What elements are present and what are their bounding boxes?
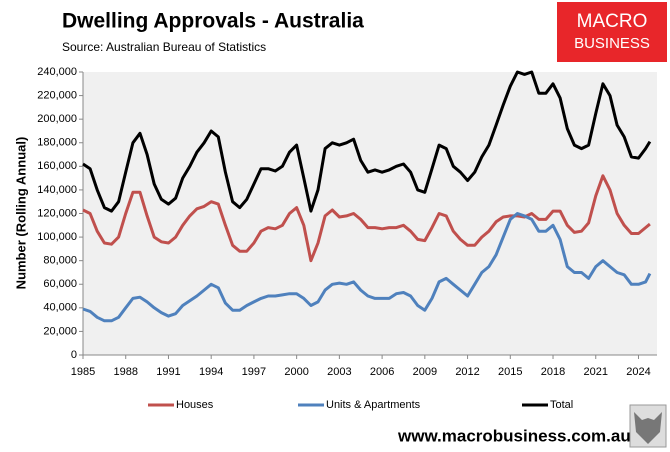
y-tick-label: 140,000: [37, 184, 77, 196]
x-tick-label: 2024: [626, 366, 650, 378]
y-tick-label: 100,000: [37, 231, 77, 243]
wolf-icon: [629, 404, 667, 448]
footer: www.macrobusiness.com.au: [397, 426, 631, 445]
x-tick-label: 2000: [284, 366, 308, 378]
y-tick-label: 200,000: [37, 113, 77, 125]
x-tick-label: 1988: [113, 366, 137, 378]
x-tick-label: 2006: [370, 366, 394, 378]
logo-text: BUSINESS: [574, 35, 650, 52]
y-axis-label: Number (Rolling Annual): [13, 137, 28, 290]
x-tick-label: 1994: [199, 366, 223, 378]
y-tick-label: 60,000: [43, 278, 77, 290]
y-tick-label: 80,000: [43, 255, 77, 267]
x-tick-label: 2021: [584, 366, 608, 378]
x-tick-label: 1985: [71, 366, 95, 378]
legend-label: Total: [550, 399, 573, 411]
x-tick-label: 1991: [156, 366, 180, 378]
y-tick-label: 220,000: [37, 89, 77, 101]
legend-label: Units & Apartments: [326, 399, 421, 411]
x-tick-label: 1997: [242, 366, 266, 378]
y-tick-label: 40,000: [43, 302, 77, 314]
line-series: [82, 174, 651, 263]
plot-area: [83, 72, 657, 355]
x-tick-label: 2018: [541, 366, 565, 378]
line-series: [82, 70, 652, 213]
y-tick-label: 0: [71, 349, 77, 361]
x-tick-label: 2012: [455, 366, 479, 378]
x-tick-label: 2009: [413, 366, 437, 378]
line-series: [82, 212, 652, 323]
y-tick-label: 240,000: [37, 66, 77, 78]
y-tick-label: 160,000: [37, 160, 77, 172]
logo-box: [557, 2, 667, 62]
y-tick-label: 120,000: [37, 207, 77, 219]
x-tick-label: 2015: [498, 366, 522, 378]
chart-title: Dwelling Approvals - Australia: [62, 10, 364, 33]
x-tick-label: 2003: [327, 366, 351, 378]
logo-text: MACRO: [577, 11, 648, 32]
chart-subtitle: Source: Australian Bureau of Statistics: [62, 40, 266, 54]
y-tick-label: 180,000: [37, 137, 77, 149]
legend-label: Houses: [176, 399, 214, 411]
y-tick-label: 20,000: [43, 325, 77, 337]
